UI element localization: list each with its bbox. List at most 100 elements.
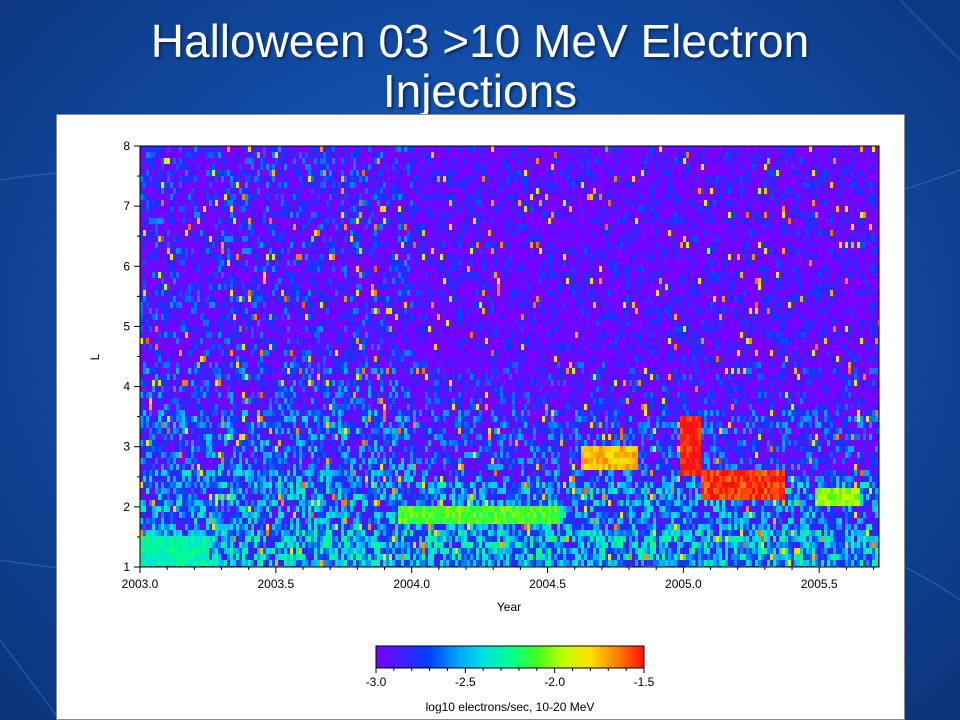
heatmap-cell [176, 182, 180, 189]
heatmap-cell [176, 266, 180, 273]
heatmap-cell [785, 146, 789, 153]
heatmap-cell [593, 188, 597, 195]
heatmap-cell [368, 230, 372, 237]
heatmap-cell [569, 254, 573, 261]
heatmap-cell [302, 194, 306, 201]
heatmap-cell [722, 248, 726, 255]
heatmap-cell [167, 158, 171, 165]
heatmap-cell [608, 170, 612, 177]
heatmap-cell [458, 188, 462, 195]
heatmap-cell [704, 200, 708, 207]
heatmap-cell [704, 146, 708, 153]
heatmap-cell [179, 158, 183, 165]
heatmap-cell [293, 176, 297, 183]
heatmap-cell [275, 146, 279, 153]
heatmap-cell [518, 188, 522, 195]
heatmap-cell [818, 254, 822, 261]
heatmap-cell [776, 164, 780, 171]
heatmap-cell [761, 254, 765, 261]
heatmap-cell [149, 152, 153, 159]
heatmap-cell [848, 194, 852, 201]
heatmap-cell [143, 158, 147, 165]
heatmap-cell [713, 170, 717, 177]
heatmap-cell [383, 206, 387, 213]
heatmap-cell [833, 194, 837, 201]
heatmap-cell [188, 218, 192, 225]
heatmap-cell [869, 224, 873, 231]
heatmap-cell [680, 242, 684, 249]
heatmap-cell [542, 200, 546, 207]
heatmap-cell [836, 260, 840, 267]
heatmap-cell [719, 146, 723, 153]
heatmap-cell [149, 260, 153, 267]
heatmap-cell [206, 230, 210, 237]
heatmap-cell [416, 206, 420, 213]
heatmap-cell [188, 170, 192, 177]
heatmap-cell [344, 194, 348, 201]
heatmap-cell [650, 260, 654, 267]
heatmap-cell [590, 212, 594, 219]
heatmap-cell [773, 194, 777, 201]
heatmap-cell [527, 218, 531, 225]
heatmap-cell [308, 236, 312, 243]
heatmap-cell [422, 230, 426, 237]
heatmap-cell [416, 164, 420, 171]
heatmap-cell [644, 152, 648, 159]
heatmap-cell [533, 152, 537, 159]
heatmap-cell [662, 152, 666, 159]
heatmap-cell [614, 182, 618, 189]
heatmap-cell [626, 194, 630, 201]
heatmap-cell [284, 194, 288, 201]
heatmap-cell [467, 176, 471, 183]
heatmap-cell [413, 152, 417, 159]
heatmap-cell [158, 188, 162, 195]
heatmap-cell [650, 182, 654, 189]
heatmap-cell [623, 260, 627, 267]
heatmap-cell [833, 182, 837, 189]
heatmap-cell [764, 176, 768, 183]
heatmap-cell [467, 170, 471, 177]
heatmap-cell [359, 230, 363, 237]
heatmap-cell [806, 158, 810, 165]
heatmap-cell [872, 212, 876, 219]
heatmap-cell [782, 212, 786, 219]
heatmap-cell [767, 230, 771, 237]
heatmap-cell [713, 200, 717, 207]
heatmap-cell [713, 242, 717, 249]
heatmap-cell [866, 254, 870, 261]
heatmap-cell [746, 260, 750, 267]
heatmap-cell [362, 224, 366, 231]
heatmap-cell [203, 176, 207, 183]
heatmap-cell [575, 230, 579, 237]
heatmap-cell [281, 164, 285, 171]
heatmap-cell [323, 158, 327, 165]
heatmap-cell [857, 218, 861, 225]
heatmap-cell [389, 158, 393, 165]
heatmap-cell [479, 236, 483, 243]
heatmap-cell [203, 242, 207, 249]
heatmap-cell [260, 242, 264, 249]
heatmap-cell [281, 170, 285, 177]
heatmap-cell [218, 254, 222, 261]
heatmap-cell [617, 194, 621, 201]
heatmap-cell [320, 224, 324, 231]
heatmap-cell [794, 194, 798, 201]
heatmap-cell [227, 230, 231, 237]
heatmap-cell [854, 260, 858, 267]
heatmap-cell [548, 218, 552, 225]
heatmap-cell [296, 176, 300, 183]
heatmap-cell [392, 212, 396, 219]
heatmap-cell [779, 188, 783, 195]
heatmap-cell [677, 230, 681, 237]
heatmap-cell [215, 194, 219, 201]
heatmap-cell [449, 176, 453, 183]
heatmap-cell [617, 248, 621, 255]
heatmap-cell [158, 212, 162, 219]
heatmap-cell [827, 152, 831, 159]
heatmap-cell [659, 236, 663, 243]
heatmap-cell [473, 164, 477, 171]
heatmap-cell [359, 206, 363, 213]
heatmap-cell [209, 188, 213, 195]
heatmap-cell [176, 218, 180, 225]
heatmap-cell [215, 188, 219, 195]
